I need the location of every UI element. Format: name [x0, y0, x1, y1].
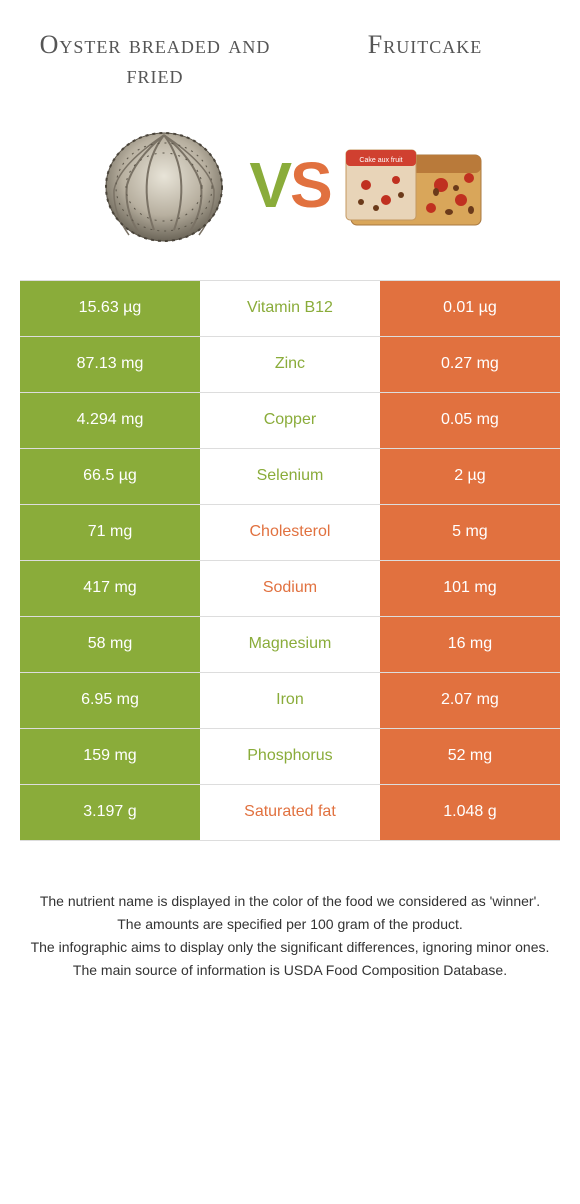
nutrient-name-cell: Vitamin B12	[200, 281, 380, 336]
nutrient-name-cell: Zinc	[200, 337, 380, 392]
right-value-cell: 2.07 mg	[380, 673, 560, 728]
nutrient-name-cell: Phosphorus	[200, 729, 380, 784]
left-value-cell: 15.63 µg	[20, 281, 200, 336]
left-value-cell: 417 mg	[20, 561, 200, 616]
vs-label: VS	[249, 148, 330, 222]
left-value-cell: 71 mg	[20, 505, 200, 560]
left-value-cell: 87.13 mg	[20, 337, 200, 392]
footnote-4: The main source of information is USDA F…	[30, 960, 550, 981]
left-value-cell: 3.197 g	[20, 785, 200, 840]
footnote-3: The infographic aims to display only the…	[30, 937, 550, 958]
nutrient-name-cell: Copper	[200, 393, 380, 448]
nutrient-name-cell: Sodium	[200, 561, 380, 616]
footnotes: The nutrient name is displayed in the co…	[0, 891, 580, 981]
fruitcake-icon: Cake aux fruit	[341, 120, 491, 250]
table-row: 3.197 gSaturated fat1.048 g	[20, 785, 560, 841]
table-row: 87.13 mgZinc0.27 mg	[20, 337, 560, 393]
right-food-title: Fruitcake	[304, 30, 547, 60]
right-value-cell: 101 mg	[380, 561, 560, 616]
vs-s: S	[290, 149, 331, 221]
nutrient-name-cell: Iron	[200, 673, 380, 728]
table-row: 66.5 µgSelenium2 µg	[20, 449, 560, 505]
left-value-cell: 159 mg	[20, 729, 200, 784]
nutrient-table: 15.63 µgVitamin B120.01 µg87.13 mgZinc0.…	[20, 280, 560, 841]
nutrient-name-cell: Saturated fat	[200, 785, 380, 840]
nutrient-name-cell: Selenium	[200, 449, 380, 504]
left-value-cell: 58 mg	[20, 617, 200, 672]
oyster-icon	[89, 120, 239, 250]
right-value-cell: 52 mg	[380, 729, 560, 784]
vs-v: V	[249, 149, 290, 221]
table-row: 6.95 mgIron2.07 mg	[20, 673, 560, 729]
left-value-cell: 6.95 mg	[20, 673, 200, 728]
right-value-cell: 2 µg	[380, 449, 560, 504]
left-food-title: Oyster breaded and fried	[34, 30, 277, 90]
footnote-2: The amounts are specified per 100 gram o…	[30, 914, 550, 935]
right-value-cell: 16 mg	[380, 617, 560, 672]
left-value-cell: 4.294 mg	[20, 393, 200, 448]
table-row: 4.294 mgCopper0.05 mg	[20, 393, 560, 449]
left-value-cell: 66.5 µg	[20, 449, 200, 504]
table-row: 417 mgSodium101 mg	[20, 561, 560, 617]
table-row: 71 mgCholesterol5 mg	[20, 505, 560, 561]
right-value-cell: 0.27 mg	[380, 337, 560, 392]
right-value-cell: 5 mg	[380, 505, 560, 560]
table-row: 15.63 µgVitamin B120.01 µg	[20, 281, 560, 337]
table-row: 159 mgPhosphorus52 mg	[20, 729, 560, 785]
images-row: VS Cake aux fruit	[0, 100, 580, 280]
nutrient-name-cell: Cholesterol	[200, 505, 380, 560]
footnote-1: The nutrient name is displayed in the co…	[30, 891, 550, 912]
table-row: 58 mgMagnesium16 mg	[20, 617, 560, 673]
header-titles: Oyster breaded and fried Fruitcake	[0, 0, 580, 100]
right-value-cell: 0.05 mg	[380, 393, 560, 448]
right-value-cell: 1.048 g	[380, 785, 560, 840]
svg-text:Cake aux fruit: Cake aux fruit	[359, 157, 402, 164]
nutrient-name-cell: Magnesium	[200, 617, 380, 672]
right-value-cell: 0.01 µg	[380, 281, 560, 336]
